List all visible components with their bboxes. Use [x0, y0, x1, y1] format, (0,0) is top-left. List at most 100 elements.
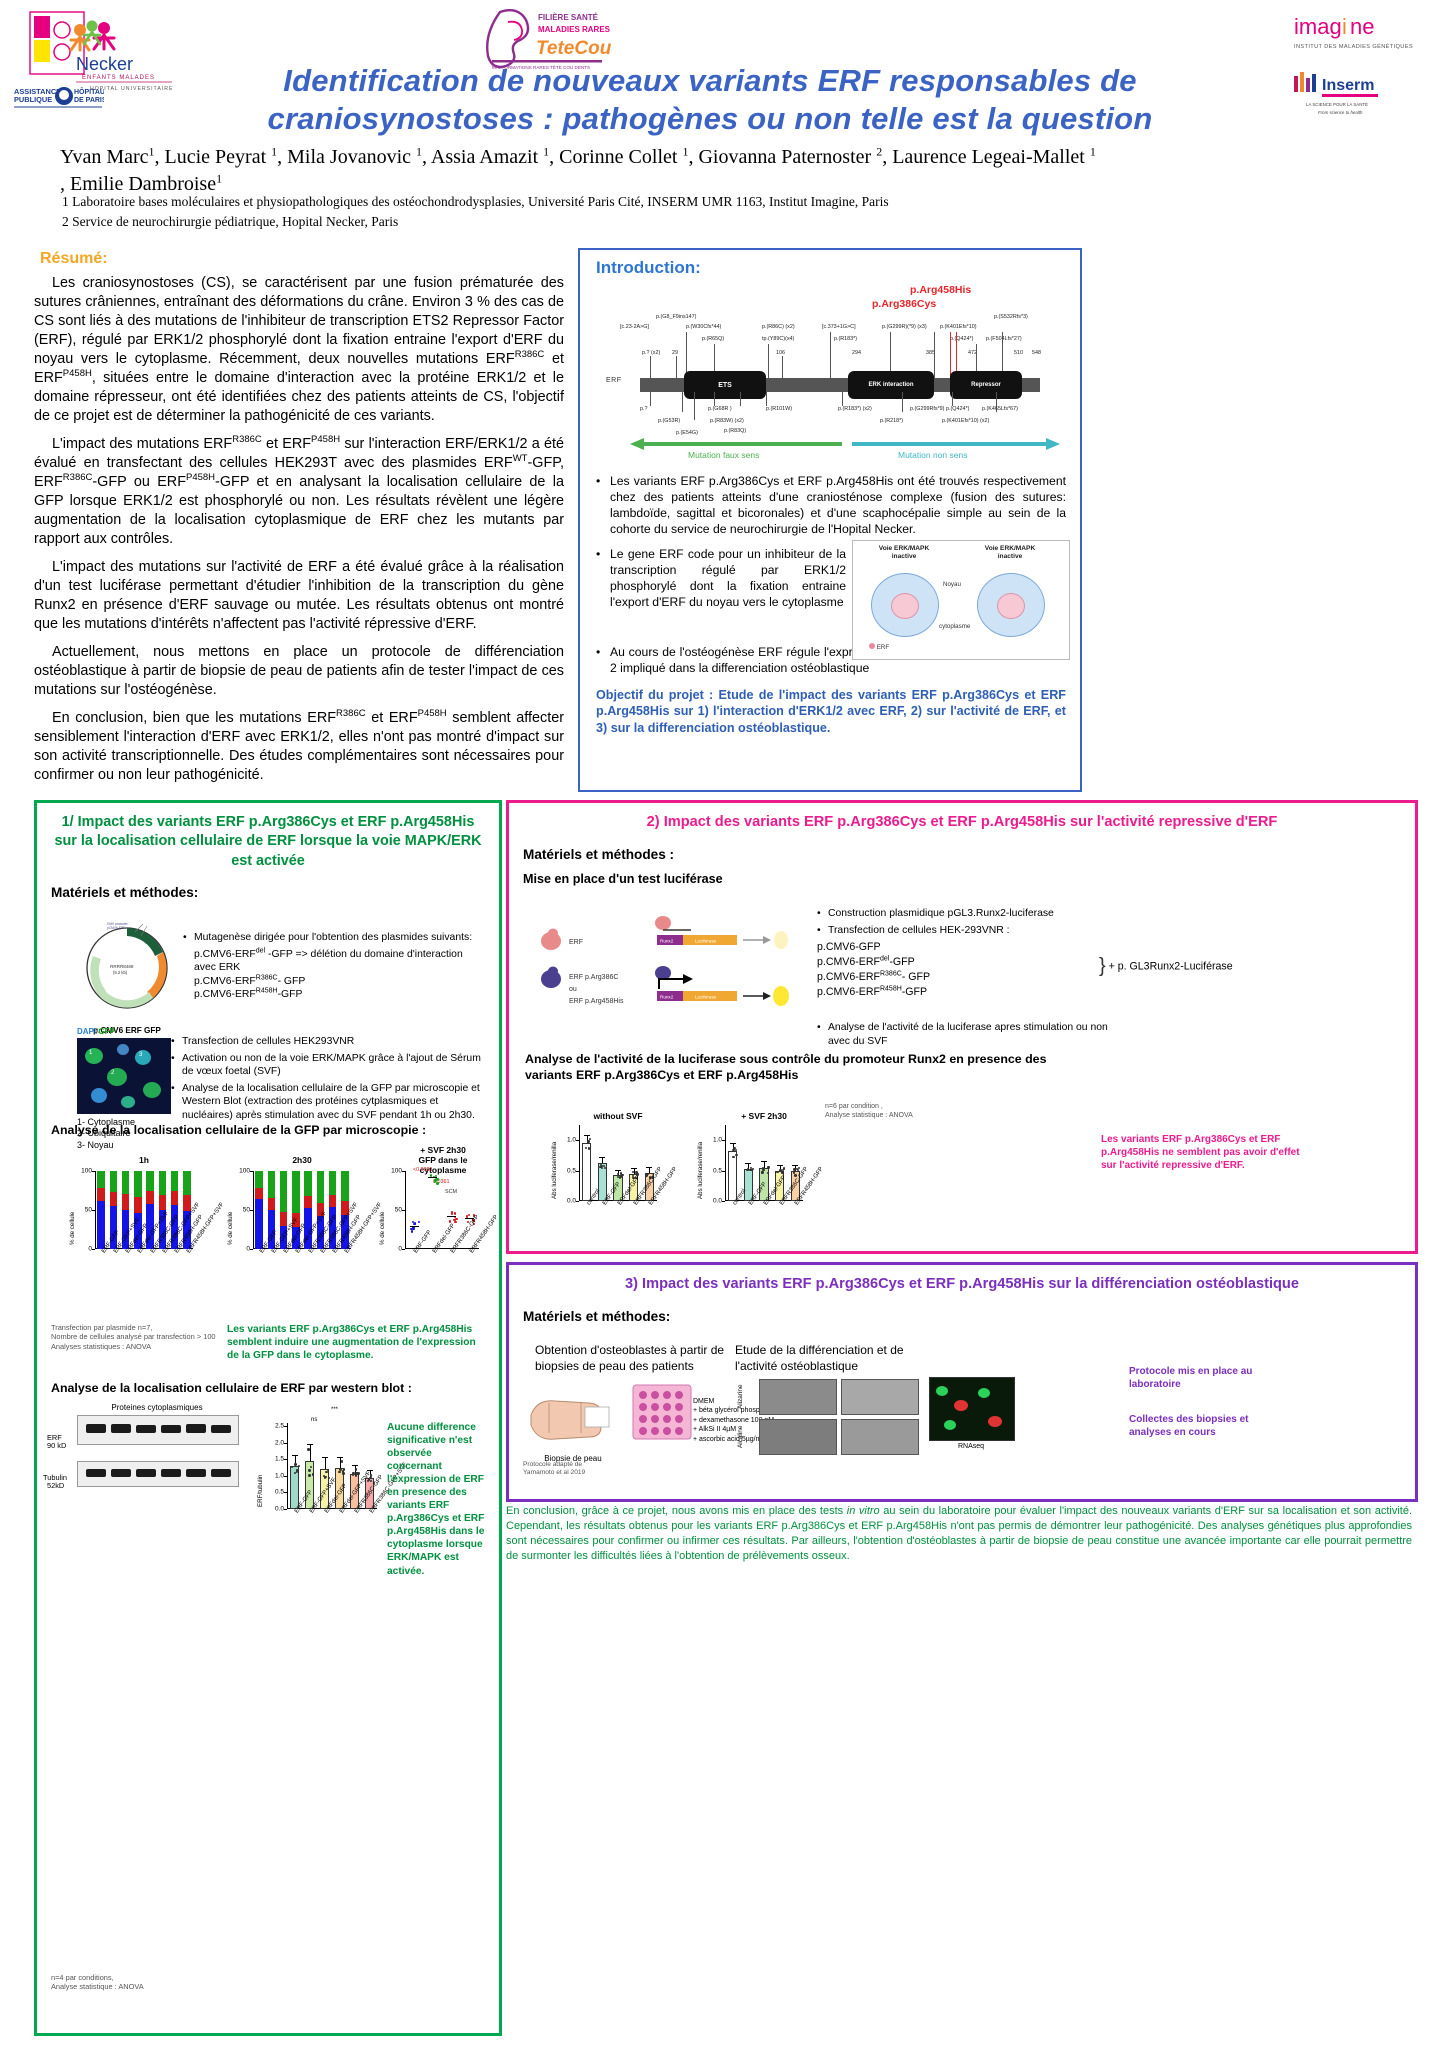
point-wb-quant-0	[294, 1463, 296, 1465]
svg-text:Runx2: Runx2	[660, 939, 674, 944]
mut-label-bottom-2: p.(G53R)	[658, 418, 680, 424]
panel-2-title: 2) Impact des variants ERF p.Arg386Cys e…	[535, 813, 1389, 833]
bar-micro-1h-4-1	[146, 1191, 154, 1204]
p2-plasmid-1: p.CMV6-GFP	[817, 940, 1087, 955]
resume-paragraph-3: L'impact des mutations sur l'activité de…	[34, 558, 564, 634]
chart-1h-title: 1h	[95, 1155, 193, 1165]
ytick-wb-quant-2: 2.0	[275, 1439, 284, 1446]
panel-3-methods-title: Matériels et méthodes:	[523, 1309, 1415, 1324]
erf-protein-label: ERF	[606, 377, 622, 384]
p2-plasmid-2: p.CMV6-ERFdel-GFP	[817, 955, 1087, 970]
svg-text:MALADIES RARES: MALADIES RARES	[538, 25, 611, 34]
bar-micro-2h30-0-0	[255, 1199, 263, 1249]
panel-3-note-2: Collectes des biopsies et analyses en co…	[1129, 1413, 1269, 1439]
p1-bullet-1: • Mutagenèse dirigée pour l'obtention des…	[183, 931, 483, 945]
wb-lane-erf	[77, 1415, 239, 1445]
ytick-wb-quant-0: 0.0	[275, 1506, 284, 1513]
svg-text:ERF: ERF	[569, 939, 583, 946]
panel-2-bullets: • Construction plasmidique pGL3.Runx2-luc…	[817, 907, 1087, 1000]
point-svf-cytoplasme-2	[453, 1219, 455, 1221]
errorcap-luc-without-svf-4	[646, 1167, 652, 1168]
errorcap-luc-without-svf-1	[599, 1157, 605, 1158]
bullet-dot-icon: •	[817, 924, 828, 938]
rnaseq-figure: RNAseq	[929, 1377, 1015, 1450]
mut-label-top-4: p.(R86C) (x2)	[762, 324, 795, 330]
mut-label-bottom-1: p.?	[640, 406, 648, 412]
bar-micro-2h30-0-1	[255, 1188, 263, 1199]
nucleus-label: Noyau	[943, 581, 961, 588]
point-luc-svf-2h30-2	[761, 1171, 763, 1173]
mut-label-top-13: p.(F504Lfs*27)	[986, 336, 1022, 342]
svg-text:Runx2: Runx2	[660, 995, 674, 1000]
chart-wb-y-axis	[287, 1423, 288, 1509]
chart-wb-quantification: ERF/tubulin 0.0 0.5 1.0 1.5 2.0 2.5 ns *** ER…	[287, 1423, 377, 1509]
mut-position-7: 510	[1014, 350, 1023, 356]
bar-micro-1h-7-1	[183, 1195, 191, 1211]
variant-arg458his-label: p.Arg458His	[910, 284, 971, 296]
ytickline-wb-quant-1.5	[284, 1459, 287, 1460]
bar-micro-2h30-1-1	[268, 1198, 276, 1210]
point-luc-svf-2h30-2	[767, 1166, 769, 1168]
point-wb-quant-4	[352, 1473, 354, 1475]
ytickline-luc-without-svf-1	[576, 1140, 579, 1141]
cell-legend: ERF	[869, 643, 889, 651]
point-wb-quant-3	[339, 1468, 341, 1470]
nucleus-right	[997, 593, 1025, 619]
bullet-dot-icon: •	[171, 1082, 182, 1123]
arrow-label-nonsense: Mutation non sens	[898, 450, 967, 460]
errorcap-luc-svf-2h30-0	[730, 1143, 736, 1144]
panel-1-title: 1/ Impact des variants ERF p.Arg386Cys e…	[53, 813, 483, 871]
wb-row-tub-mw: 52kD	[47, 1481, 64, 1490]
wb-title: Proteines cytoplasmiques	[77, 1403, 237, 1412]
svg-text:Luciferase: Luciferase	[695, 995, 717, 1000]
p2-plasmid-4: p.CMV6-ERFR458H-GFP	[817, 985, 1087, 1000]
p2-bullet-1: • Construction plasmidique pGL3.Runx2-luc…	[817, 907, 1087, 921]
errorcap-luc-svf-2h30-4	[792, 1165, 798, 1166]
point-wb-quant-2	[324, 1476, 326, 1478]
mut-label-bottom-11: p.(Q424*)	[946, 406, 969, 412]
panel-3-differenciation: 3) Impact des variants ERF p.Arg386Cys e…	[506, 1262, 1418, 1502]
chart-luc1-y-axis	[579, 1125, 580, 1201]
chart-luc-without-svf: without SVF Abs luciferase/renilla 0.0 0.…	[579, 1125, 657, 1201]
chart-luc1-ylabel: Abs luciferase/renilla	[551, 1142, 558, 1199]
panel-1-bullets-top: • Mutagenèse dirigée pour l'obtention des…	[183, 931, 483, 1002]
svg-text:LA SCIENCE POUR LA SANTÉ: LA SCIENCE POUR LA SANTÉ	[1306, 102, 1368, 107]
intro-bullet-2: • Le gene ERF code pour un inhibiteur de…	[596, 547, 846, 610]
bar-micro-1h-6-2	[171, 1171, 179, 1191]
point-svf-cytoplasme-2	[451, 1211, 453, 1213]
bullet-dot-icon: •	[171, 1052, 182, 1079]
introduction-title: Introduction:	[596, 258, 1080, 278]
logo-tetecou: FILIÈRE SANTÉ MALADIES RARES TeteCou MAL…	[480, 4, 620, 69]
point-svf-cytoplasme-0	[418, 1221, 420, 1223]
ytick-wb-quant-0.5: 0.5	[275, 1489, 284, 1496]
ytick-wb-quant-1.5: 1.5	[275, 1456, 284, 1463]
authors: Yvan Marc1, Lucie Peyrat 1, Mila Jovanov…	[60, 144, 1180, 198]
chart-1h-y-axis	[95, 1171, 96, 1249]
ytickline-luc-without-svf-0	[576, 1201, 579, 1202]
panel-1-analysis-2-title: Analyse de la localisation cellulaire de…	[51, 1381, 412, 1395]
ytick-luc-svf-2h30-0.5: 0.5	[713, 1167, 722, 1174]
point-wb-quant-4	[355, 1468, 357, 1470]
errorcap-luc-without-svf-0	[584, 1135, 590, 1136]
point-wb-quant-1	[308, 1469, 310, 1471]
intro-bullet-2-text: Le gene ERF code pour un inhibiteur de l…	[610, 547, 846, 610]
mut-label-bottom-9: p.(R218*)	[880, 418, 903, 424]
point-luc-svf-2h30-1	[749, 1169, 751, 1171]
p1-bullet-3: • Activation ou non de la voie ERK/MAPK g…	[171, 1052, 483, 1079]
point-luc-svf-2h30-2	[767, 1172, 769, 1174]
point-luc-svf-2h30-0	[735, 1154, 737, 1156]
chart-luc1-title: without SVF	[579, 1111, 657, 1121]
intro-bullet-1: • Les variants ERF p.Arg386Cys et ERF p.…	[596, 474, 1066, 537]
objectif-du-projet: Objectif du projet : Etude de l'impact d…	[596, 687, 1066, 738]
mut-label-bottom-6: p.(R83Q)	[724, 428, 746, 434]
mut-label-top-11: p.(S532Rfs*3)	[994, 314, 1028, 320]
bar-micro-2h30-2-1	[280, 1212, 288, 1226]
bar-micro-1h-5-2	[159, 1171, 167, 1195]
chart-luc-svf: + SVF 2h30 Abs luciferase/renilla 0.0 0.5…	[725, 1125, 803, 1201]
panel-1-bullets-bottom: • Transfection de cellules HEK293VNR • Act…	[171, 1035, 483, 1125]
mut-label-top-9: p.(G299R)(*9) (x3)	[882, 324, 927, 330]
resume-paragraph-5: En conclusion, bien que les mutations ER…	[34, 709, 564, 785]
mut-position-8: 548	[1032, 350, 1041, 356]
svg-text:ERF p.Arg458His: ERF p.Arg458His	[569, 998, 624, 1005]
mut-label-top-12: p.(Q424*)	[950, 336, 973, 342]
